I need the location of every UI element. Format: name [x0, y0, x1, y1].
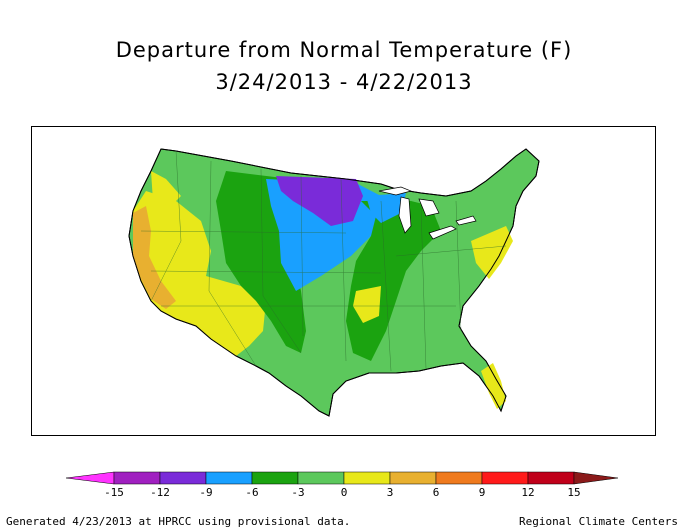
legend-segment — [343, 471, 391, 485]
legend-tick-label: -15 — [104, 486, 124, 499]
legend-tick-label: -9 — [199, 486, 212, 499]
legend-tick-label: 12 — [521, 486, 534, 499]
region-southwest-normal — [133, 191, 266, 356]
legend-segment — [205, 471, 253, 485]
region-northwest-normal — [151, 171, 181, 206]
region-lakes-cold — [366, 193, 406, 223]
legend-segment — [573, 471, 619, 485]
region-northeast-normal — [471, 226, 513, 279]
state-borders — [140, 150, 507, 372]
legend-segment — [113, 471, 161, 485]
legend-segment — [65, 471, 115, 485]
legend-tick-label: -12 — [150, 486, 170, 499]
legend-tick-label: 9 — [479, 486, 486, 499]
legend-segment — [481, 471, 529, 485]
legend-segment — [159, 471, 207, 485]
legend-tick-label: 3 — [387, 486, 394, 499]
title-line-2: 3/24/2013 - 4/22/2013 — [215, 70, 473, 94]
legend-segment — [435, 471, 483, 485]
legend-tick-label: -6 — [245, 486, 258, 499]
region-south-normal — [353, 286, 381, 323]
region-florida-normal — [481, 363, 506, 409]
legend-tick-label: 15 — [567, 486, 580, 499]
legend-tick-label: -3 — [291, 486, 304, 499]
legend-tick-label: 6 — [433, 486, 440, 499]
footer-generated-note: Generated 4/23/2013 at HPRCC using provi… — [6, 515, 351, 528]
legend-segment — [251, 471, 299, 485]
legend-segment — [389, 471, 437, 485]
region-california-warm — [133, 206, 176, 309]
region-midwest-cool — [346, 201, 441, 361]
title-line-1: Departure from Normal Temperature (F) — [115, 38, 573, 62]
legend-segment — [527, 471, 575, 485]
legend-segment — [297, 471, 345, 485]
map-frame — [31, 126, 656, 436]
footer-source: Regional Climate Centers — [519, 515, 678, 528]
us-map — [128, 148, 540, 417]
great-lakes — [378, 186, 477, 240]
legend-tick-label: 0 — [341, 486, 348, 499]
